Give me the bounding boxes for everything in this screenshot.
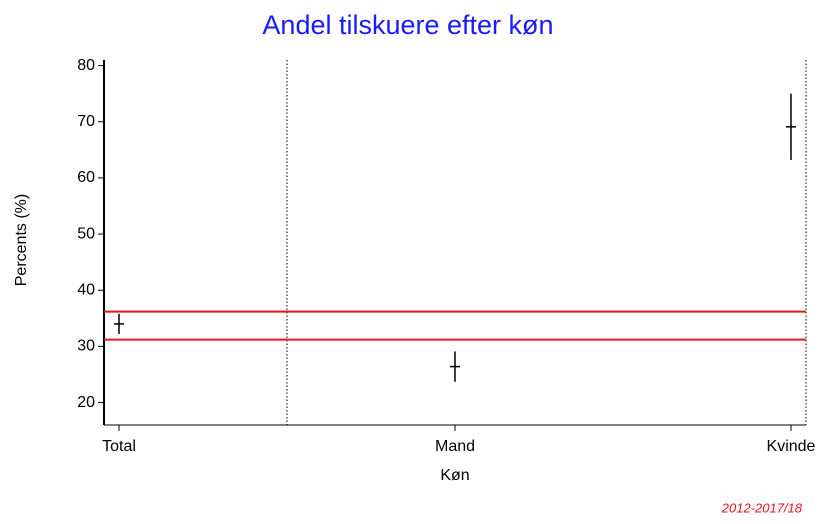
y-tick-label: 40	[77, 281, 95, 298]
x-tick-label: Mand	[435, 438, 475, 455]
y-tick-label: 20	[77, 394, 95, 411]
y-tick-label: 50	[77, 225, 95, 242]
chart-title: Andel tilskuere efter køn	[262, 10, 553, 40]
y-axis-label: Percents (%)	[13, 194, 30, 286]
y-tick-label: 70	[77, 113, 95, 130]
y-tick-label: 30	[77, 338, 95, 355]
y-tick-label: 60	[77, 169, 95, 186]
x-tick-label: Total	[102, 438, 136, 455]
y-tick-label: 80	[77, 57, 95, 74]
footnote: 2012-2017/18	[721, 500, 803, 515]
x-axis-label: Køn	[440, 467, 469, 484]
x-tick-label: Kvinde	[767, 438, 816, 455]
